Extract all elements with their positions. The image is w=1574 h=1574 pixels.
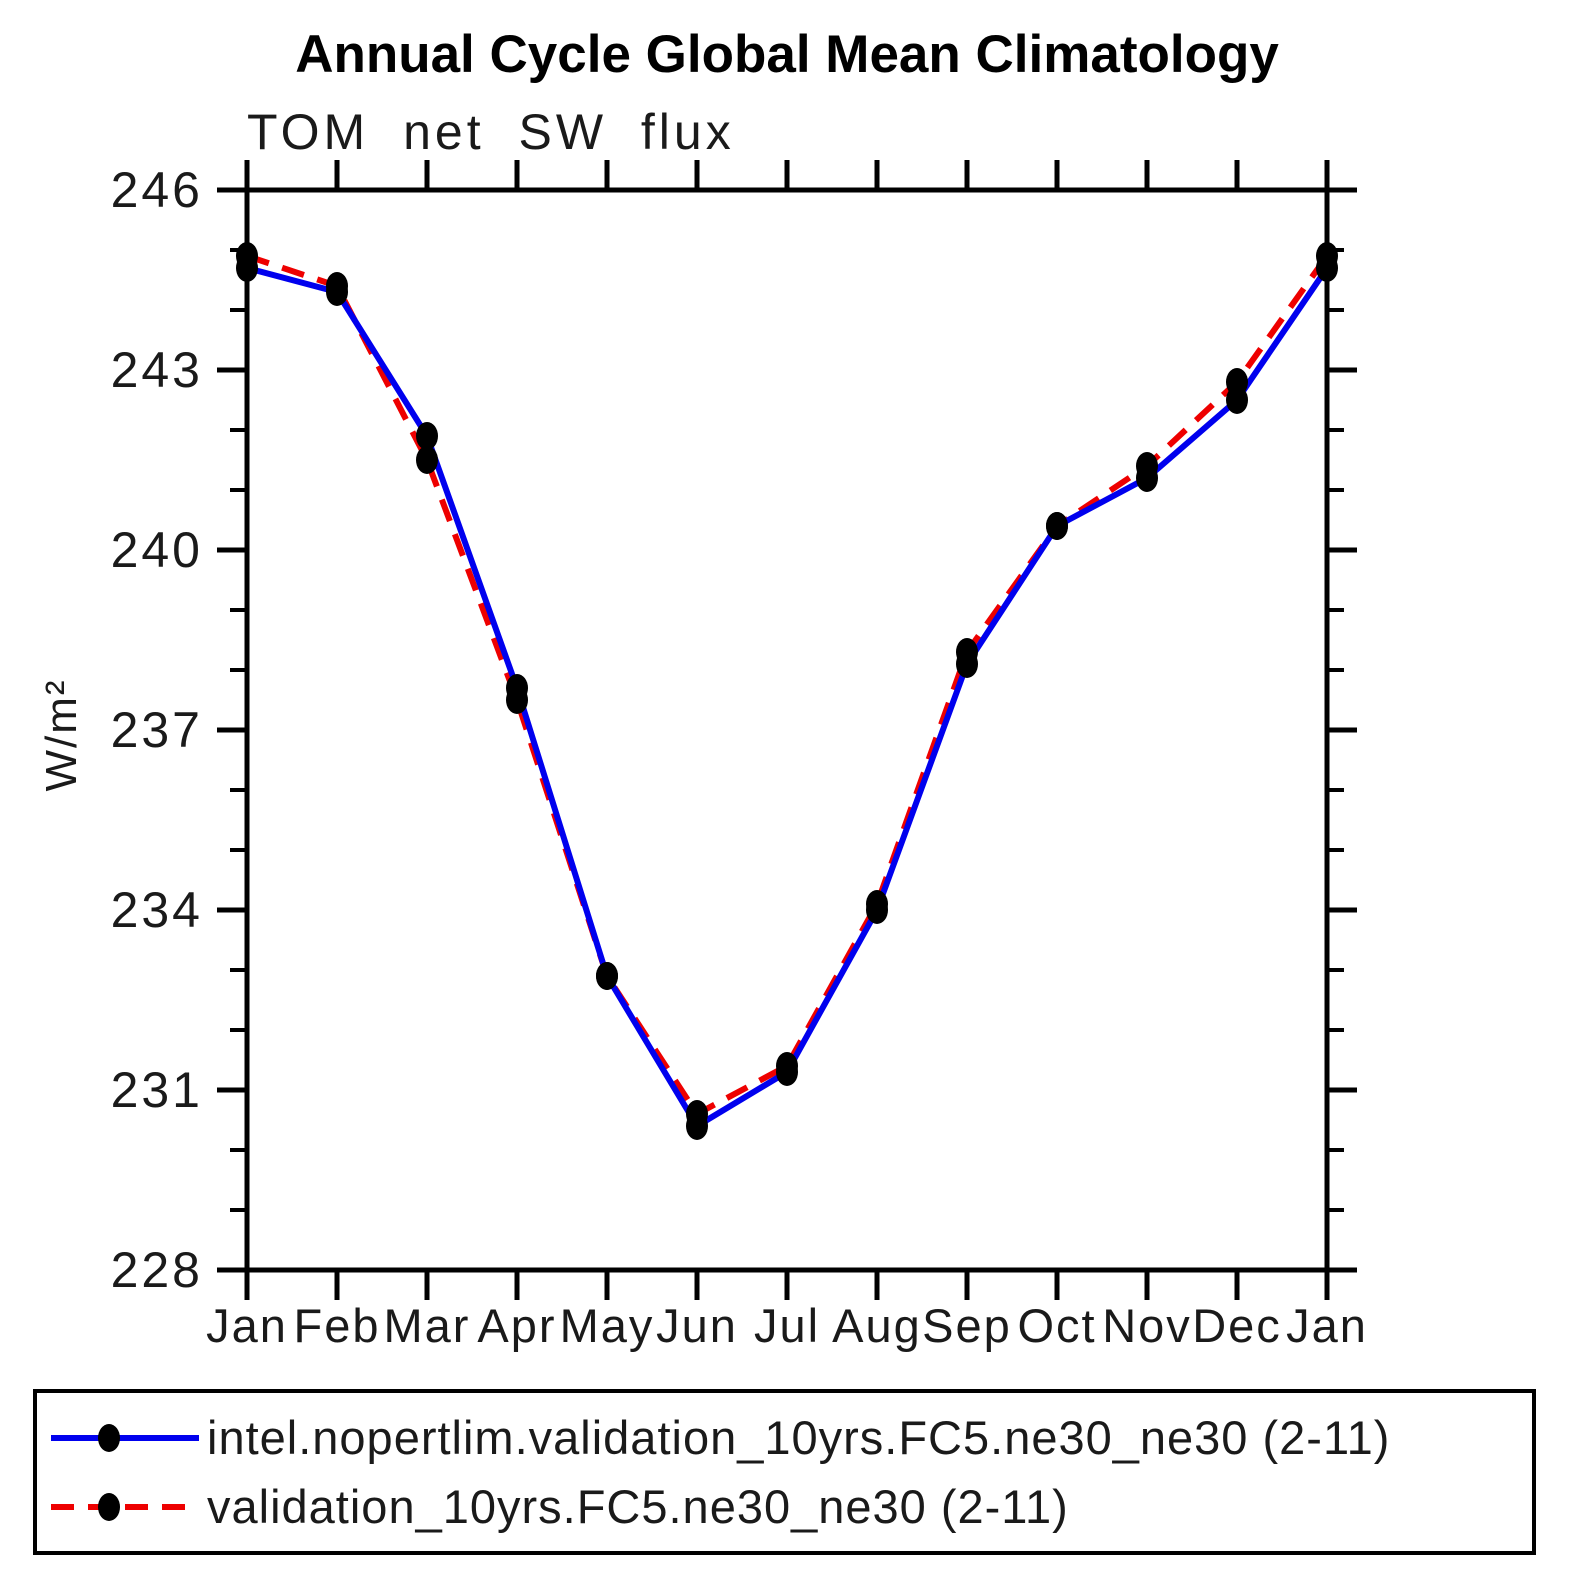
legend-marker-icon: [98, 1423, 120, 1452]
chart-title: Annual Cycle Global Mean Climatology: [295, 25, 1279, 84]
y-tick-label: 234: [111, 882, 203, 938]
x-tick-label: Jun: [656, 1299, 738, 1352]
legend-box: intel.nopertlim.validation_10yrs.FC5.ne3…: [33, 1389, 1536, 1555]
x-tick-label: Dec: [1192, 1299, 1282, 1352]
x-tick-label: May: [560, 1299, 655, 1352]
y-tick-label: 231: [111, 1062, 203, 1118]
legend-label-series-0: intel.nopertlim.validation_10yrs.FC5.ne3…: [207, 1411, 1391, 1464]
chart-subtitle: TOM net SW flux: [247, 104, 735, 160]
legend-sample-line-solid: [51, 1423, 199, 1452]
data-point-marker: [1226, 368, 1248, 396]
y-tick-label: 240: [111, 522, 203, 578]
data-point-marker: [416, 446, 438, 474]
legend-sample-line-dashed: [51, 1492, 199, 1521]
legend-row-series-1: validation_10yrs.FC5.ne30_ne30 (2-11): [47, 1479, 1532, 1534]
data-point-marker: [1046, 512, 1068, 540]
legend-label-series-1: validation_10yrs.FC5.ne30_ne30 (2-11): [207, 1480, 1069, 1533]
data-point-marker: [416, 422, 438, 450]
legend-marker-icon: [98, 1492, 120, 1521]
y-tick-label: 243: [111, 342, 203, 398]
data-point-marker: [326, 272, 348, 300]
y-tick-label: 237: [111, 702, 203, 758]
x-tick-label: Apr: [477, 1299, 556, 1352]
legend-row-series-0: intel.nopertlim.validation_10yrs.FC5.ne3…: [47, 1410, 1532, 1465]
data-point-marker: [596, 962, 618, 990]
data-point-marker: [236, 242, 258, 270]
x-tick-label: Nov: [1102, 1299, 1192, 1352]
series-line: [246, 253, 1330, 1117]
data-point-marker: [956, 638, 978, 666]
data-point-marker: [686, 1100, 708, 1128]
y-tick-label: 246: [111, 162, 203, 218]
x-tick-label: Sep: [922, 1299, 1012, 1352]
x-tick-label: Jan: [206, 1299, 288, 1352]
data-point-marker: [776, 1052, 798, 1080]
x-tick-label: Jan: [1286, 1299, 1368, 1352]
data-point-marker: [866, 890, 888, 918]
x-tick-label: Oct: [1017, 1299, 1096, 1352]
x-tick-label: Aug: [832, 1299, 922, 1352]
data-point-marker: [1136, 452, 1158, 480]
x-tick-label: Mar: [384, 1299, 471, 1352]
x-tick-label: Jul: [754, 1299, 820, 1352]
data-point-marker: [1316, 242, 1338, 270]
axis-frame: [244, 187, 1330, 1273]
y-tick-label: 228: [111, 1242, 203, 1298]
series-line: [246, 265, 1330, 1129]
data-point-marker: [506, 686, 528, 714]
x-tick-label: Feb: [294, 1299, 381, 1352]
